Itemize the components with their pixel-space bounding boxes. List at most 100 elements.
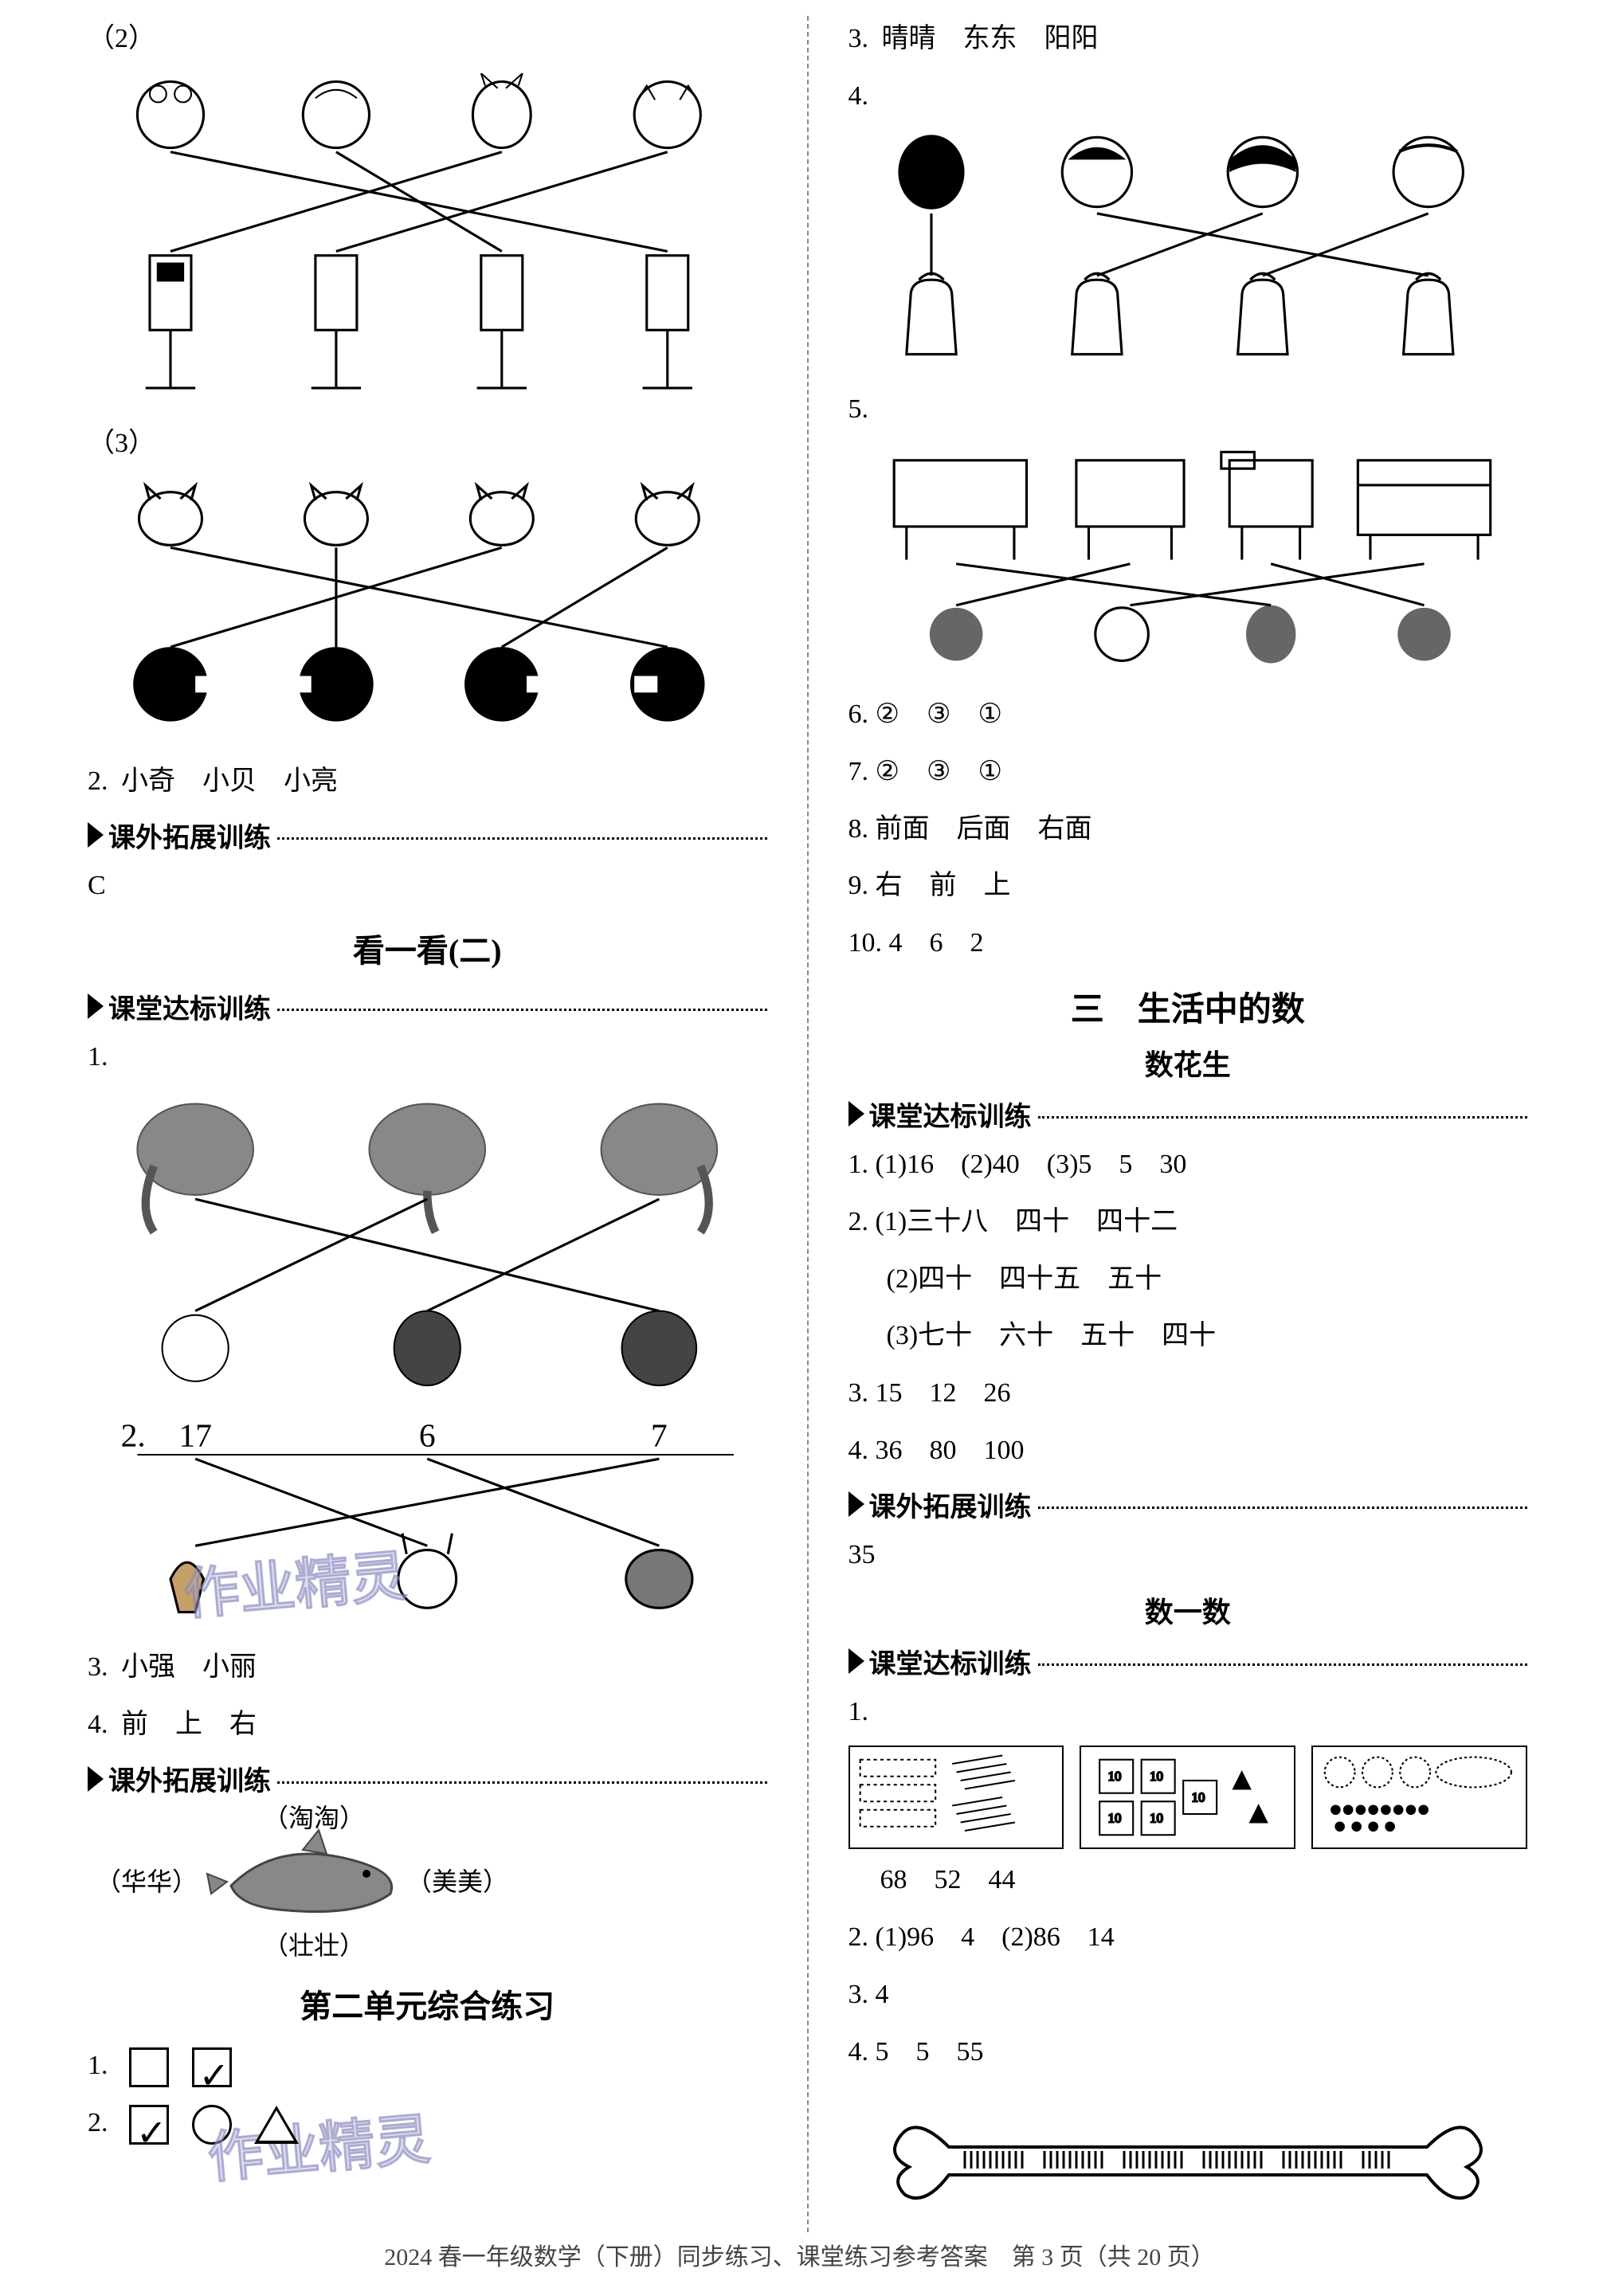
triangle-icon <box>88 1766 104 1792</box>
look2-q3: 3. 小强 小丽 <box>88 1644 767 1691</box>
q3-num: （3） <box>88 429 155 458</box>
r5-num: 5. <box>848 394 869 424</box>
p4: 4. 36 80 100 <box>848 1428 1528 1474</box>
count-box-2: 10 10 10 10 10 <box>1080 1746 1295 1849</box>
triangle-icon <box>88 993 104 1019</box>
r-q5-label: 5. <box>848 386 1528 433</box>
checkbox-checked-icon <box>192 2047 232 2087</box>
std-header-text-2: 课堂达标训练 <box>869 1095 1032 1134</box>
p2c: (3)七十 六十 五十 四十 <box>848 1313 1528 1359</box>
r-q10: 10. 4 6 2 <box>848 920 1528 966</box>
checkbox-checked-icon <box>129 2105 169 2145</box>
diagram-number-matching: 2. 17 6 7 作业精灵 <box>88 1413 767 1628</box>
diagram-desks-faces <box>848 444 1528 676</box>
sub-count: 数一数 <box>848 1589 1528 1631</box>
s2-num: 2. <box>88 2108 115 2137</box>
triangle-icon <box>88 822 104 848</box>
r3-num: 3. <box>848 24 876 53</box>
count-box-1 <box>848 1746 1064 1849</box>
r-q3: 3. 晴晴 东东 阳阳 <box>848 16 1528 62</box>
std-header-text-3: 课堂达标训练 <box>869 1642 1032 1681</box>
triangle-shape-icon <box>254 2106 299 2144</box>
diagram-kids-bags <box>848 131 1528 370</box>
q1-num: 1. <box>88 1042 108 1072</box>
r-q8: 8. 前面 后面 右面 <box>848 806 1528 852</box>
std-training-header-2: 课堂达标训练 <box>848 1095 1528 1134</box>
a2-num: 2. <box>88 766 115 796</box>
question-3-label: （3） <box>88 421 767 467</box>
c1-num: 1. <box>848 1697 869 1726</box>
diagram-q2-matching <box>88 73 767 405</box>
ext-header-text: 课外拓展训练 <box>108 816 271 855</box>
bone-counter <box>885 2091 1491 2210</box>
answer-2: 2. 小奇 小贝 小亮 <box>88 758 767 805</box>
std-training-header-3: 课堂达标训练 <box>848 1642 1528 1681</box>
c3: 3. 4 <box>848 1972 1528 2018</box>
right-column: 3. 晴晴 东东 阳阳 4. <box>809 16 1552 2232</box>
ext-training-header-2: 课外拓展训练 <box>88 1759 767 1798</box>
num-label: 2. <box>121 1417 146 1454</box>
r-q9: 9. 右 前 上 <box>848 863 1528 909</box>
diagram-elephant-matching <box>88 1091 767 1398</box>
q3-num: 3. <box>88 1652 115 1682</box>
ext-training-header-1: 课外拓展训练 <box>88 816 767 855</box>
question-2-label: （2） <box>88 16 767 62</box>
r-q6: 6. ② ③ ① <box>848 692 1528 738</box>
std-header-text: 课堂达标训练 <box>108 987 271 1026</box>
c1-answer: 68 52 44 <box>848 1857 1528 1903</box>
page-footer: 2024 春一年级数学（下册）同步练习、课堂练习参考答案 第 3 页（共 20 … <box>0 2237 1599 2272</box>
q4-text: 前 上 右 <box>121 1710 257 1739</box>
unit2-title: 第二单元综合练习 <box>88 1981 767 2027</box>
q2-num: （2） <box>88 24 155 53</box>
q4-num: 4. <box>88 1710 115 1739</box>
look2-q4: 4. 前 上 右 <box>88 1702 767 1748</box>
r3-text: 晴晴 东东 阳阳 <box>882 24 1099 53</box>
svg-text:17: 17 <box>178 1417 212 1454</box>
std-training-header-1: 课堂达标训练 <box>88 987 767 1026</box>
square-icon <box>129 2047 169 2087</box>
p2b: (2)四十 四十五 五十 <box>848 1256 1528 1303</box>
ext-training-header-3: 课外拓展训练 <box>848 1485 1528 1524</box>
dolphin-right: （美美） <box>406 1862 508 1898</box>
dolphin-left: （华华） <box>96 1862 198 1898</box>
sub-peanut: 数花生 <box>848 1042 1528 1083</box>
a2-text: 小奇 小贝 小亮 <box>121 766 338 796</box>
r-q7: 7. ② ③ ① <box>848 749 1528 795</box>
count-boxes: 10 10 10 10 10 <box>848 1746 1528 1849</box>
svg-text:6: 6 <box>419 1417 436 1454</box>
triangle-icon <box>848 1491 864 1517</box>
look2-q1: 1. <box>88 1034 767 1080</box>
diagram-q3-matching <box>88 477 767 742</box>
dolphin-diagram: （淘淘） （华华） （美美） （壮壮） <box>120 1806 518 1965</box>
shapes-row-2: 2. <box>88 2100 767 2146</box>
svg-text:10: 10 <box>1150 1769 1163 1784</box>
s1-num: 1. <box>88 2051 115 2080</box>
r-q4-label: 4. <box>848 73 1528 120</box>
p1: 1. (1)16 (2)40 (3)5 5 30 <box>848 1142 1528 1188</box>
c1-label: 1. <box>848 1689 1528 1735</box>
left-column: （2） <box>64 16 807 2232</box>
svg-text:10: 10 <box>1150 1811 1163 1826</box>
c2: 2. (1)96 4 (2)86 14 <box>848 1914 1528 1961</box>
ext-35: 35 <box>848 1532 1528 1578</box>
answer-c: C <box>88 863 767 909</box>
p3: 3. 15 12 26 <box>848 1370 1528 1416</box>
q3-text: 小强 小丽 <box>121 1652 257 1682</box>
c4: 4. 5 5 55 <box>848 2029 1528 2075</box>
count-box-3 <box>1311 1746 1527 1849</box>
r4-num: 4. <box>848 81 869 111</box>
circle-icon <box>192 2105 232 2145</box>
svg-text:7: 7 <box>651 1417 668 1454</box>
shapes-row-1: 1. <box>88 2043 767 2089</box>
svg-text:10: 10 <box>1108 1811 1122 1826</box>
section-title-look2: 看一看(二) <box>88 925 767 971</box>
ext-header-text-2: 课外拓展训练 <box>108 1759 271 1798</box>
triangle-icon <box>848 1101 864 1126</box>
triangle-icon <box>848 1648 864 1674</box>
dolphin-top: （淘淘） <box>263 1798 365 1835</box>
chapter-3-title: 三 生活中的数 <box>848 982 1528 1031</box>
svg-text:10: 10 <box>1192 1790 1205 1805</box>
p2a: 2. (1)三十八 四十 四十二 <box>848 1199 1528 1245</box>
dolphin-bottom: （壮壮） <box>263 1926 365 1962</box>
svg-text:10: 10 <box>1108 1769 1122 1784</box>
